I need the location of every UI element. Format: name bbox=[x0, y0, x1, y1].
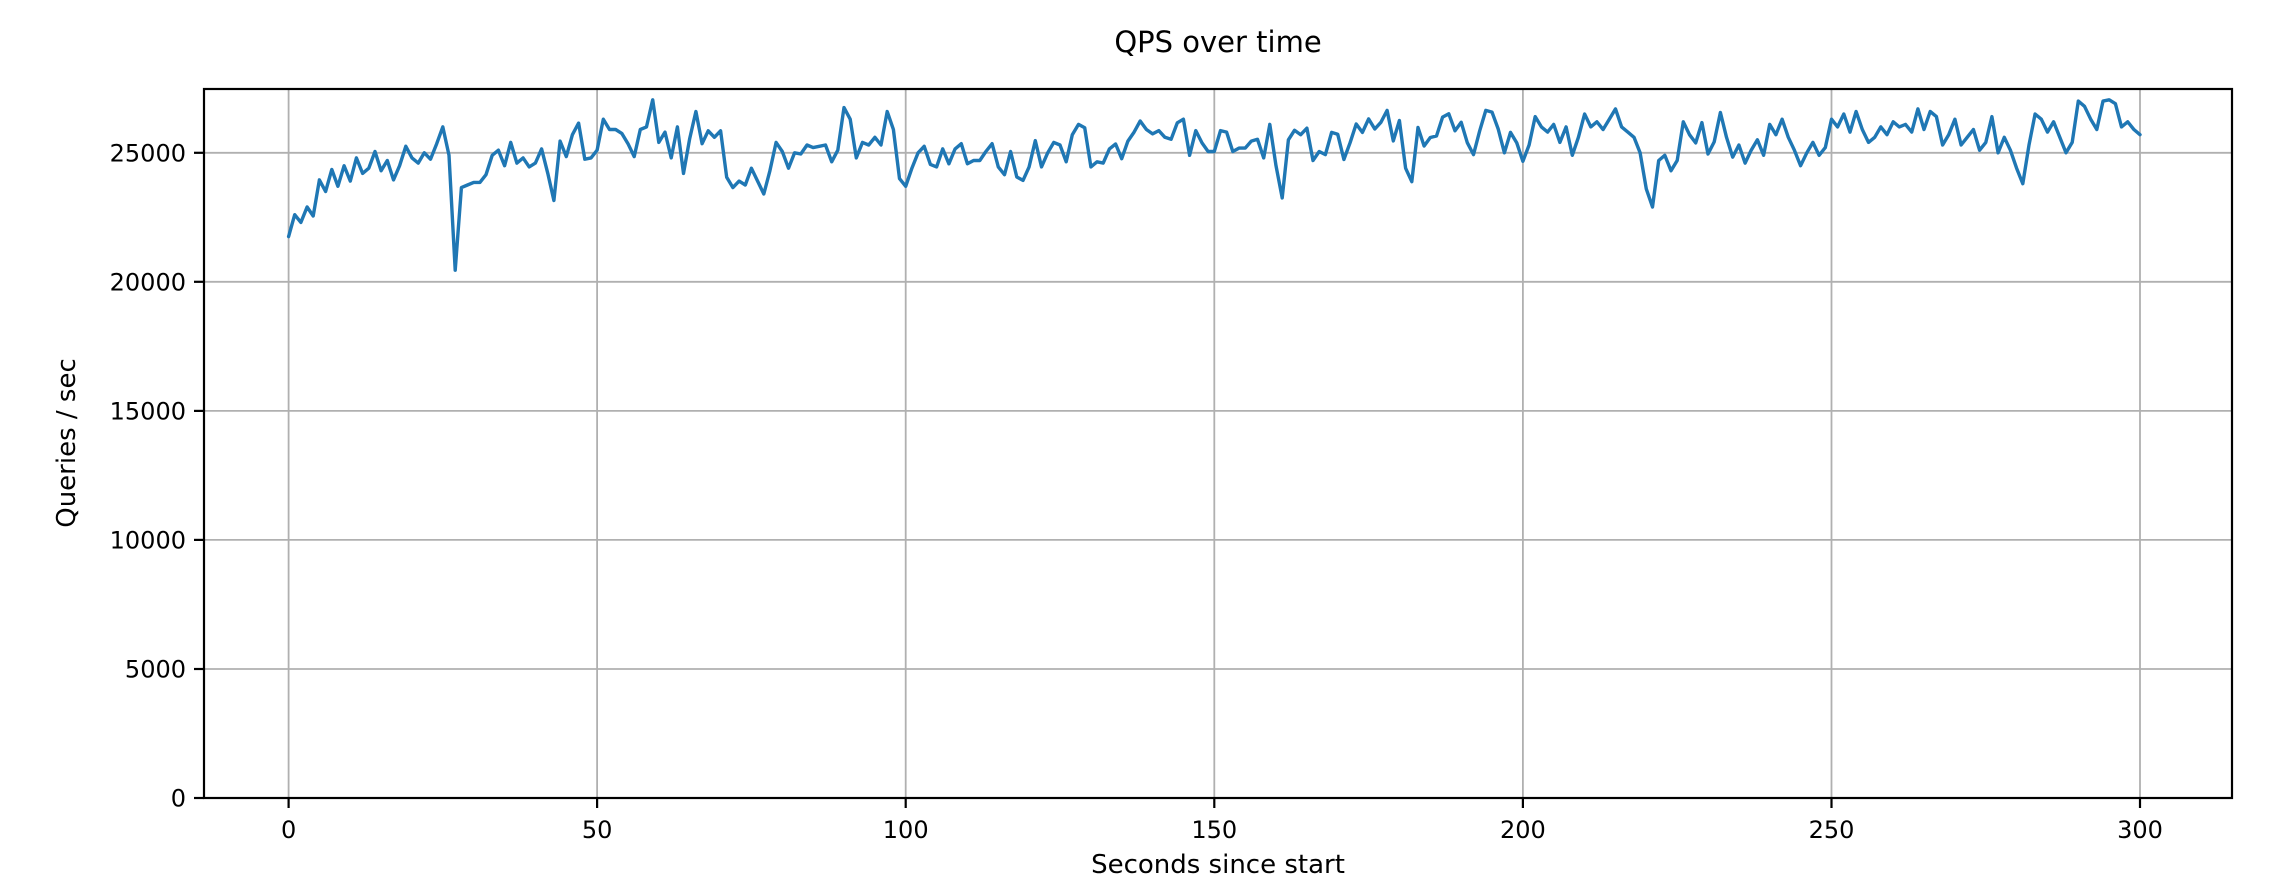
qps-data-line bbox=[286, 98, 2142, 272]
x-axis-label: Seconds since start bbox=[1091, 850, 1345, 880]
x-tick-label: 50 bbox=[582, 816, 613, 844]
y-tick-label: 20000 bbox=[110, 268, 186, 296]
x-tick-label: 150 bbox=[1191, 816, 1237, 844]
y-tick-label: 15000 bbox=[110, 397, 186, 425]
y-tick-label: 25000 bbox=[110, 139, 186, 167]
x-tick-label: 0 bbox=[281, 816, 296, 844]
y-tick-label: 10000 bbox=[110, 526, 186, 554]
x-tick-label: 200 bbox=[1500, 816, 1546, 844]
chart-title: QPS over time bbox=[1114, 25, 1322, 59]
y-axis-label: Queries / sec bbox=[52, 358, 82, 528]
y-tick-label: 5000 bbox=[125, 656, 186, 684]
x-tick-label: 250 bbox=[1809, 816, 1855, 844]
x-tick-label: 100 bbox=[883, 816, 929, 844]
y-tick-label: 0 bbox=[171, 785, 186, 813]
chart-canvas: 0 50 100 150 200 250 300 0 5000 10000 15000 20000 25… bbox=[110, 87, 2234, 844]
x-tick-label: 300 bbox=[2117, 816, 2163, 844]
plot-border bbox=[202, 87, 2234, 800]
